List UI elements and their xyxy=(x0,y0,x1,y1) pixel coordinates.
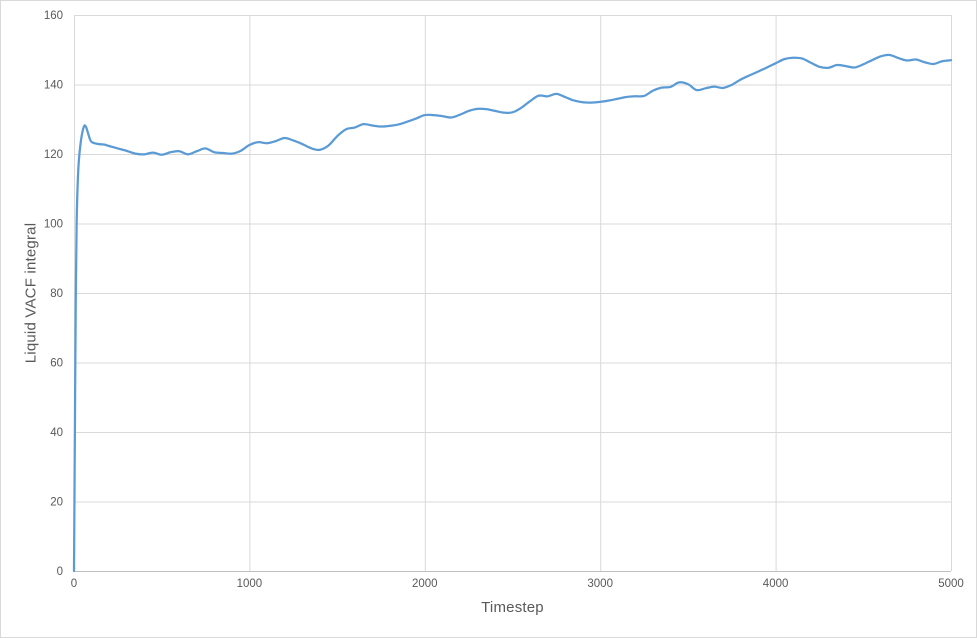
x-tick-label: 5000 xyxy=(938,578,964,590)
x-tick-label: 3000 xyxy=(587,578,613,590)
x-tick-label: 0 xyxy=(71,578,77,590)
y-axis-title-text: Liquid VACF integral xyxy=(22,222,40,364)
y-tick-label: 120 xyxy=(44,149,63,161)
x-tick-label: 4000 xyxy=(763,578,789,590)
y-tick-label: 100 xyxy=(44,219,63,231)
y-tick-label: 80 xyxy=(50,288,63,300)
x-tick-label: 1000 xyxy=(237,578,263,590)
y-tick-label: 140 xyxy=(44,80,63,92)
y-axis-title: Liquid VACF integral xyxy=(23,223,40,363)
data-series-line xyxy=(72,53,953,573)
y-tick-label: 160 xyxy=(44,10,63,22)
x-tick-label: 2000 xyxy=(412,578,438,590)
y-tick-label: 40 xyxy=(50,427,63,439)
y-tick-label: 60 xyxy=(50,358,63,370)
x-axis-title: Timestep xyxy=(1,599,977,616)
y-tick-label: 20 xyxy=(50,497,63,509)
y-tick-label: 0 xyxy=(57,566,63,578)
x-axis-title-text: Timestep xyxy=(481,599,544,616)
